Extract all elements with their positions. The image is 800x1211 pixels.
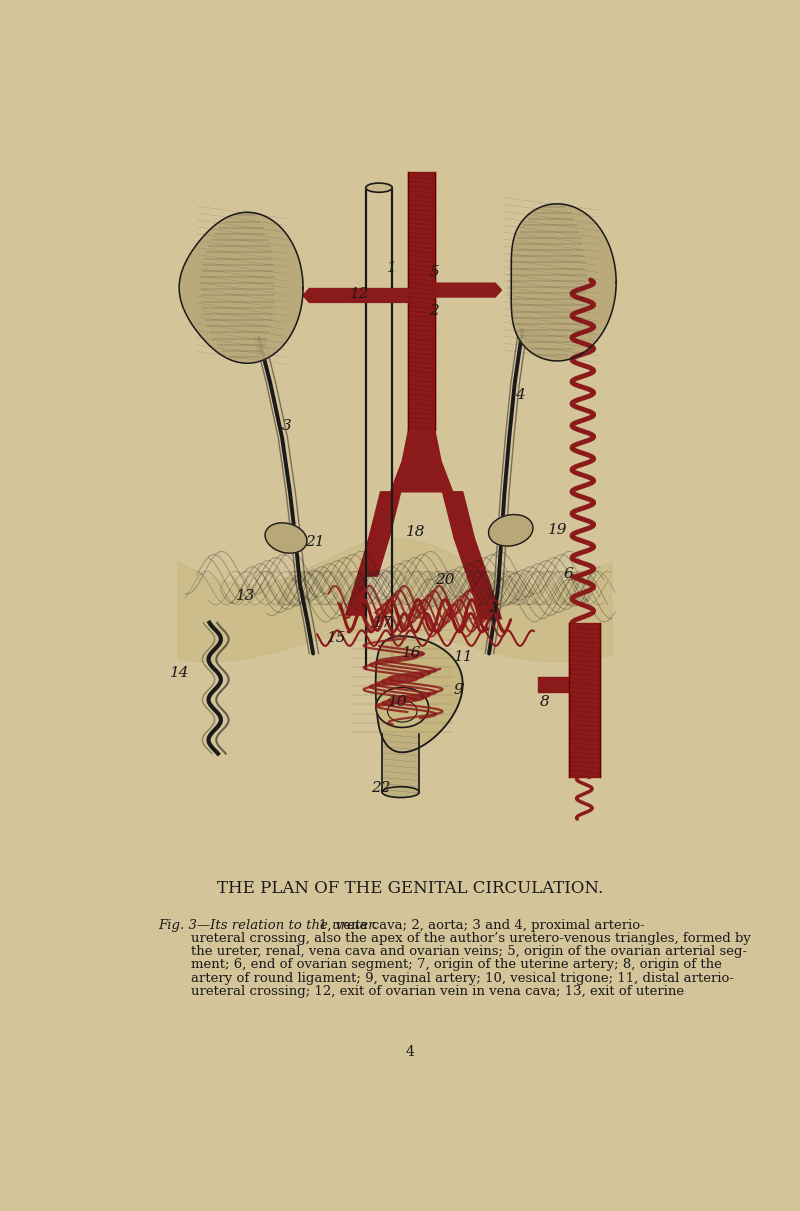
Text: artery of round ligament; 9, vaginal artery; 10, vesical trigone; 11, distal art: artery of round ligament; 9, vaginal art… (191, 971, 734, 985)
Polygon shape (346, 576, 378, 615)
Text: 6: 6 (563, 567, 573, 581)
Polygon shape (358, 538, 389, 576)
Text: 14: 14 (170, 666, 190, 679)
Ellipse shape (265, 523, 307, 553)
Text: ment; 6, end of ovarian segment; 7, origin of the uterine artery; 8, origin of t: ment; 6, end of ovarian segment; 7, orig… (191, 958, 722, 971)
Text: ureteral crossing; 12, exit of ovarian vein in vena cava; 13, exit of uterine: ureteral crossing; 12, exit of ovarian v… (191, 985, 685, 998)
Text: the ureter, renal, vena cava and ovarian veins; 5, origin of the ovarian arteria: the ureter, renal, vena cava and ovarian… (191, 946, 747, 958)
Polygon shape (511, 203, 616, 361)
Text: 12: 12 (350, 287, 369, 300)
Text: 2: 2 (429, 304, 438, 317)
Polygon shape (369, 492, 401, 538)
Polygon shape (390, 430, 453, 492)
Text: Fig. 3—Its relation to the ureter.: Fig. 3—Its relation to the ureter. (158, 919, 378, 932)
Ellipse shape (366, 183, 392, 193)
Text: 20: 20 (435, 573, 454, 587)
Text: 18: 18 (406, 526, 426, 539)
Bar (119, 168, 701, 877)
Text: 22: 22 (371, 781, 390, 796)
Text: 17: 17 (373, 615, 392, 630)
Ellipse shape (376, 688, 429, 728)
Text: 9: 9 (454, 683, 463, 696)
Text: 16: 16 (402, 647, 422, 660)
Text: ureteral crossing, also the apex of the author’s uretero-venous triangles, forme: ureteral crossing, also the apex of the … (191, 932, 751, 946)
Text: 8: 8 (540, 695, 550, 708)
Polygon shape (179, 212, 303, 363)
Polygon shape (467, 576, 502, 619)
Text: 3: 3 (282, 419, 292, 434)
Polygon shape (435, 283, 502, 297)
Polygon shape (442, 492, 474, 538)
Ellipse shape (382, 787, 419, 798)
Text: 1, vena cava; 2, aorta; 3 and 4, proximal arterio-: 1, vena cava; 2, aorta; 3 and 4, proxima… (319, 919, 645, 932)
Text: 21: 21 (306, 535, 325, 549)
Text: 19: 19 (548, 523, 567, 538)
Text: 10: 10 (388, 695, 408, 708)
Ellipse shape (489, 515, 533, 546)
Text: THE PLAN OF THE GENITAL CIRCULATION.: THE PLAN OF THE GENITAL CIRCULATION. (217, 880, 603, 897)
Text: 5: 5 (430, 265, 439, 280)
Text: 4: 4 (515, 389, 525, 402)
Text: 13: 13 (236, 589, 255, 603)
Text: 7: 7 (486, 610, 496, 624)
Polygon shape (376, 636, 462, 752)
Text: 1: 1 (386, 262, 397, 275)
Text: 11: 11 (454, 650, 474, 664)
Text: 4: 4 (406, 1045, 414, 1060)
Polygon shape (303, 288, 409, 303)
Text: 15: 15 (327, 631, 346, 645)
Polygon shape (454, 538, 487, 576)
